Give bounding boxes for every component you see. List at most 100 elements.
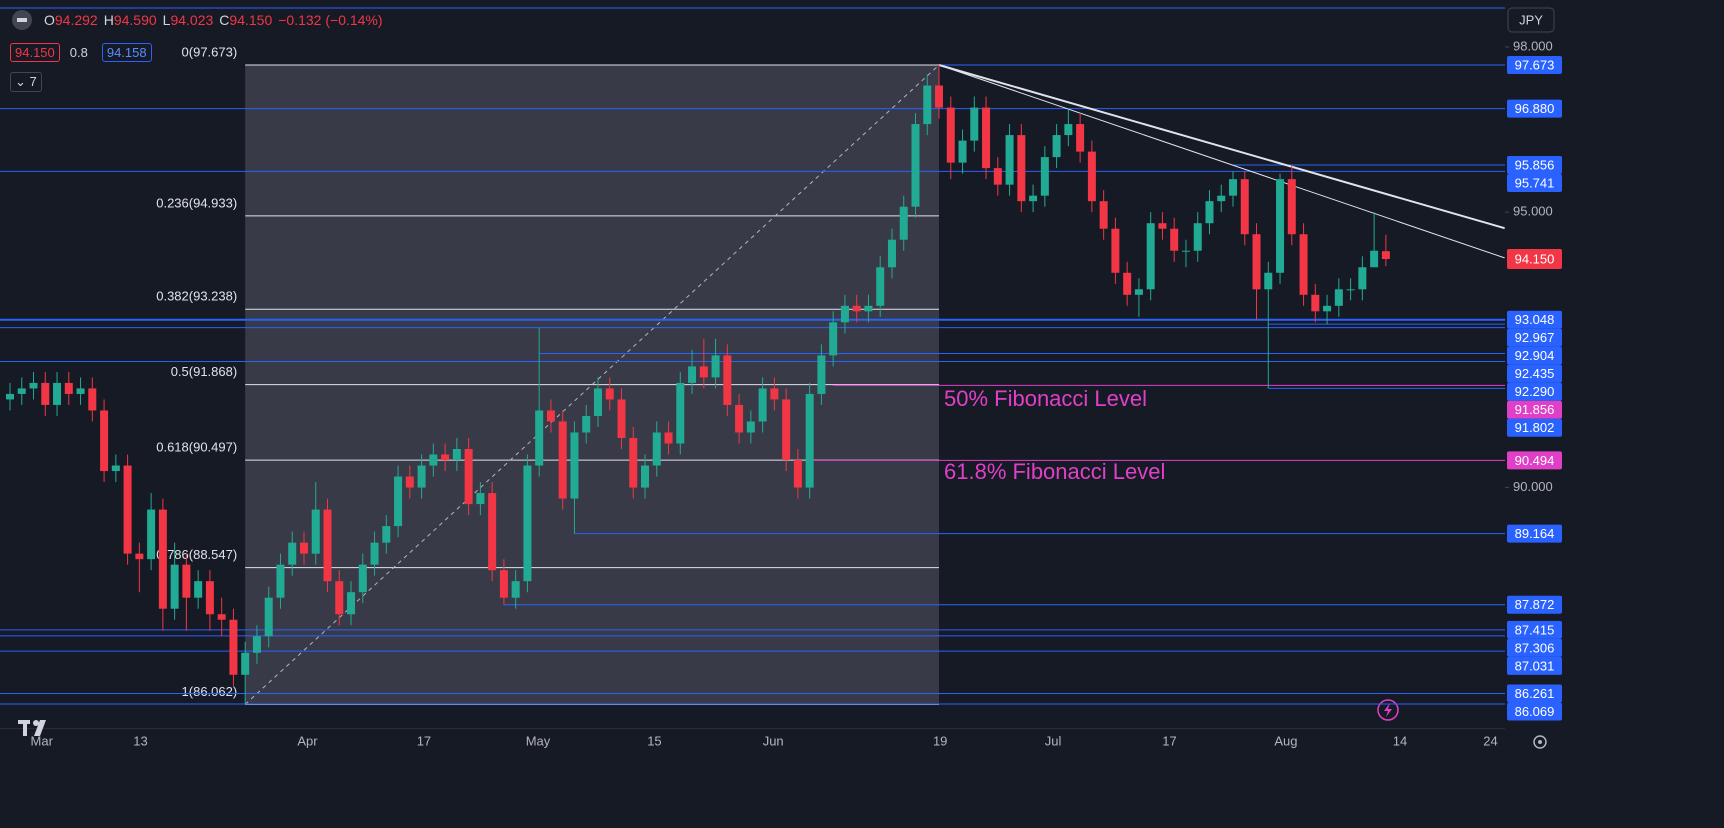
candle-body [182,564,191,598]
price-label: 96.880 [1515,101,1555,116]
candle-body [1158,223,1167,229]
candle-body [241,652,250,675]
candle-body [899,206,908,240]
price-label-box [1507,99,1562,118]
price-label-box [1507,346,1562,365]
candle-body [1146,223,1155,290]
candle-body [1370,250,1379,268]
fib-label: 0.382(93.238) [156,289,237,304]
candle-body [1181,250,1190,252]
price-label-box [1507,382,1562,401]
x-tick-label: Apr [297,733,318,748]
candle-body [782,399,791,461]
price-label-box [1507,156,1562,175]
price-label: 95.856 [1515,157,1555,172]
price-label-box [1507,310,1562,329]
ohlc-key: H [103,12,114,28]
currency: JPY [1519,12,1543,27]
tv-logo [18,720,46,736]
candle-body [1240,179,1249,235]
fib-label: 0.786(88.547) [156,547,237,562]
x-tick-label: 19 [933,733,947,748]
candle-body [417,465,426,488]
price-label-box [1507,400,1562,419]
candle-body [17,388,26,394]
candle-body [923,85,932,125]
candle-body [1358,267,1367,290]
price-label-box [1507,638,1562,657]
candle-body [711,355,720,378]
candle-body [64,382,73,394]
x-tick-label: Jun [763,733,784,748]
candle-body [1170,228,1179,251]
price-label-box [1507,595,1562,614]
candle-body [311,509,320,554]
candle-body [29,382,38,389]
price-label-box [1507,702,1562,721]
candle-body [805,393,814,488]
fib-label: 0.5(91.868) [171,364,238,379]
settings-icon[interactable] [1533,735,1547,749]
candle-body [252,636,261,653]
candle-body [382,526,391,543]
candle-body [1123,272,1132,295]
legend-price2: 94.158 [101,42,152,62]
collapsed-indicators[interactable]: ⌄ 7 [10,72,42,92]
candle-body [723,355,732,405]
price-label: 86.261 [1515,686,1555,701]
candle-body [864,305,873,312]
candle-body [147,509,156,560]
candle-body [935,85,944,108]
price-label-box [1507,174,1562,193]
candle-body [970,107,979,141]
candle-body [276,564,285,598]
candle-body [452,449,461,461]
candle-body [1005,135,1014,185]
candle-body [1287,179,1296,235]
fib-label: 0.618(90.497) [156,440,237,455]
candle-body [205,581,214,615]
candle-body [1381,251,1390,260]
ohlc-row: O94.292 H94.590 L94.023 C94.150 −0.132 (−0.… [10,8,383,32]
candle-body [699,366,708,378]
candle-body [770,388,779,400]
candle-body [1076,124,1085,152]
candle-body [5,393,14,400]
candle-body [1252,234,1261,290]
price-label-box [1507,620,1562,639]
candle-body [511,581,520,598]
candle-body [1299,234,1308,295]
candle-body [53,382,62,405]
candle-body [111,465,120,472]
x-tick-label: May [526,733,551,748]
candle-body [499,570,508,598]
candle-body [605,388,614,400]
candle-body [170,564,179,609]
price-label-box [1507,418,1562,437]
candle-body [982,107,991,169]
candle-body [123,465,132,554]
candle-body [593,388,602,416]
candle-body [911,124,920,207]
price-label: 90.494 [1515,453,1555,468]
x-tick-label: Aug [1274,733,1297,748]
change: −0.132 (−0.14%) [278,12,383,28]
candle-body [1111,228,1120,273]
candle-body [441,454,450,461]
currency-box[interactable] [1507,7,1555,33]
candle-body [264,597,273,637]
candle-body [535,410,544,466]
candle-body [746,421,755,433]
price-label: 86.069 [1515,704,1555,719]
ohlc: O94.292 H94.590 L94.023 C94.150 [38,12,272,28]
x-tick-label: 15 [647,733,661,748]
candle-body [429,454,438,466]
x-tick-label: 24 [1483,733,1497,748]
candle-body [735,404,744,433]
price-label-box [1507,524,1562,543]
candle-body [1029,195,1038,202]
alert-icon[interactable] [1377,699,1399,721]
candle-body [1311,294,1320,312]
price-label: 92.967 [1515,330,1555,345]
candle-body [194,581,203,598]
